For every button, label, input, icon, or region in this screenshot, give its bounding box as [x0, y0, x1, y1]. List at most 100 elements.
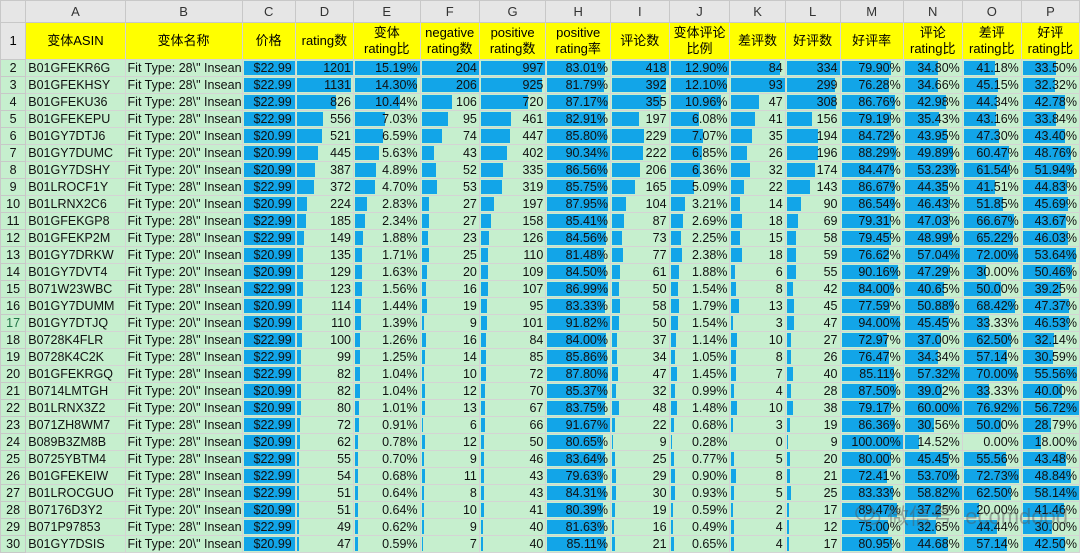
column-header-D[interactable]: D: [294, 0, 355, 23]
variant-name-cell[interactable]: Fit Type: 28\" Insean: [124, 212, 243, 230]
price-cell[interactable]: $22.99: [241, 450, 296, 468]
revrat-cell[interactable]: 60.00%: [902, 399, 963, 417]
price-cell[interactable]: $22.99: [241, 365, 296, 383]
variant-name-cell[interactable]: Fit Type: 28\" Insean: [124, 93, 243, 111]
revr-cell[interactable]: 3.21%: [668, 195, 731, 213]
rr-cell[interactable]: 5.63%: [353, 144, 421, 162]
rev-cell[interactable]: 73: [609, 229, 670, 247]
goodr-cell[interactable]: 72.97%: [839, 331, 904, 349]
variant-name-cell[interactable]: Fit Type: 20\" Insean: [124, 297, 243, 315]
posr-cell[interactable]: 83.75%: [545, 399, 611, 417]
bad-cell[interactable]: 84: [729, 59, 786, 77]
rr-cell[interactable]: 1.88%: [353, 229, 421, 247]
header-cell[interactable]: 差评数: [729, 22, 786, 60]
header-cell[interactable]: 价格: [241, 22, 296, 60]
neg-cell[interactable]: 106: [419, 93, 480, 111]
revr-cell[interactable]: 0.68%: [668, 416, 731, 434]
price-cell[interactable]: $22.99: [241, 467, 296, 485]
goodrat-cell[interactable]: 30.00%: [1020, 518, 1080, 536]
bad-cell[interactable]: 18: [729, 212, 786, 230]
good-cell[interactable]: 69: [784, 212, 841, 230]
row-number[interactable]: 16: [0, 297, 27, 315]
badrat-cell[interactable]: 47.30%: [961, 127, 1022, 145]
rev-cell[interactable]: 355: [609, 93, 670, 111]
variant-name-cell[interactable]: Fit Type: 20\" Insean: [124, 263, 243, 281]
variant-name-cell[interactable]: Fit Type: 28\" Insean: [124, 280, 243, 298]
bad-cell[interactable]: 10: [729, 331, 786, 349]
variant-name-cell[interactable]: Fit Type: 28\" Insean: [124, 59, 243, 77]
asin-cell[interactable]: B0728K4C2K: [25, 348, 126, 366]
rating-cell[interactable]: 72: [294, 416, 355, 434]
pos-cell[interactable]: 50: [478, 433, 547, 451]
bad-cell[interactable]: 4: [729, 382, 786, 400]
pos-cell[interactable]: 40: [478, 535, 547, 553]
pos-cell[interactable]: 197: [478, 195, 547, 213]
neg-cell[interactable]: 25: [419, 246, 480, 264]
column-header-P[interactable]: P: [1020, 0, 1080, 23]
rr-cell[interactable]: 1.39%: [353, 314, 421, 332]
column-header-C[interactable]: C: [241, 0, 296, 23]
bad-cell[interactable]: 41: [729, 110, 786, 128]
goodrat-cell[interactable]: 30.59%: [1020, 348, 1080, 366]
pos-cell[interactable]: 72: [478, 365, 547, 383]
variant-name-cell[interactable]: Fit Type: 20\" Insean: [124, 246, 243, 264]
goodrat-cell[interactable]: 53.64%: [1020, 246, 1080, 264]
bad-cell[interactable]: 93: [729, 76, 786, 94]
posr-cell[interactable]: 83.01%: [545, 59, 611, 77]
posr-cell[interactable]: 85.11%: [545, 535, 611, 553]
bad-cell[interactable]: 2: [729, 501, 786, 519]
posr-cell[interactable]: 81.79%: [545, 76, 611, 94]
good-cell[interactable]: 12: [784, 518, 841, 536]
header-cell[interactable]: 变体评论 比例: [668, 22, 731, 60]
price-cell[interactable]: $20.99: [241, 501, 296, 519]
badrat-cell[interactable]: 72.00%: [961, 246, 1022, 264]
row-number[interactable]: 14: [0, 263, 27, 281]
goodr-cell[interactable]: 79.17%: [839, 399, 904, 417]
goodr-cell[interactable]: 75.00%: [839, 518, 904, 536]
rating-cell[interactable]: 556: [294, 110, 355, 128]
rr-cell[interactable]: 10.44%: [353, 93, 421, 111]
variant-name-cell[interactable]: Fit Type: 20\" Insean: [124, 382, 243, 400]
rr-cell[interactable]: 1.63%: [353, 263, 421, 281]
posr-cell[interactable]: 84.00%: [545, 331, 611, 349]
rev-cell[interactable]: 37: [609, 331, 670, 349]
row-number[interactable]: 2: [0, 59, 27, 77]
variant-name-cell[interactable]: Fit Type: 28\" Insean: [124, 467, 243, 485]
bad-cell[interactable]: 3: [729, 416, 786, 434]
goodr-cell[interactable]: 86.54%: [839, 195, 904, 213]
rating-cell[interactable]: 1131: [294, 76, 355, 94]
goodr-cell[interactable]: 85.11%: [839, 365, 904, 383]
neg-cell[interactable]: 52: [419, 161, 480, 179]
variant-name-cell[interactable]: Fit Type: 28\" Insean: [124, 433, 243, 451]
pos-cell[interactable]: 720: [478, 93, 547, 111]
rev-cell[interactable]: 50: [609, 314, 670, 332]
pos-cell[interactable]: 46: [478, 450, 547, 468]
asin-cell[interactable]: B01GFEKGP8: [25, 212, 126, 230]
pos-cell[interactable]: 447: [478, 127, 547, 145]
rr-cell[interactable]: 1.25%: [353, 348, 421, 366]
revr-cell[interactable]: 12.90%: [668, 59, 731, 77]
row-number[interactable]: 27: [0, 484, 27, 502]
row-number[interactable]: 30: [0, 535, 27, 553]
goodr-cell[interactable]: 79.19%: [839, 110, 904, 128]
bad-cell[interactable]: 4: [729, 535, 786, 553]
rev-cell[interactable]: 418: [609, 59, 670, 77]
goodrat-cell[interactable]: 50.46%: [1020, 263, 1080, 281]
revr-cell[interactable]: 0.49%: [668, 518, 731, 536]
asin-cell[interactable]: B07176D3Y2: [25, 501, 126, 519]
badrat-cell[interactable]: 72.73%: [961, 467, 1022, 485]
neg-cell[interactable]: 19: [419, 297, 480, 315]
asin-cell[interactable]: B01GY7DSIS: [25, 535, 126, 553]
neg-cell[interactable]: 206: [419, 76, 480, 94]
goodrat-cell[interactable]: 48.76%: [1020, 144, 1080, 162]
goodrat-cell[interactable]: 45.69%: [1020, 195, 1080, 213]
rr-cell[interactable]: 14.30%: [353, 76, 421, 94]
rating-cell[interactable]: 82: [294, 382, 355, 400]
goodr-cell[interactable]: 88.29%: [839, 144, 904, 162]
good-cell[interactable]: 26: [784, 348, 841, 366]
badrat-cell[interactable]: 61.54%: [961, 161, 1022, 179]
revrat-cell[interactable]: 34.66%: [902, 76, 963, 94]
rev-cell[interactable]: 50: [609, 280, 670, 298]
rr-cell[interactable]: 0.62%: [353, 518, 421, 536]
row-number[interactable]: 21: [0, 382, 27, 400]
